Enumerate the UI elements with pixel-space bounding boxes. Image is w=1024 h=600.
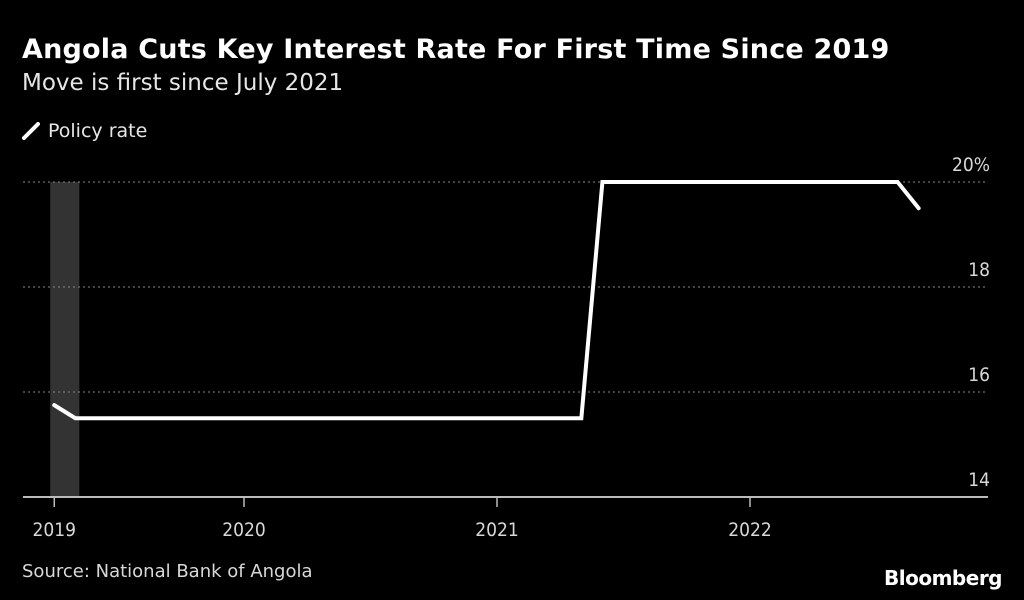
bloomberg-logo: Bloomberg <box>884 566 1002 590</box>
chart-title: Angola Cuts Key Interest Rate For First … <box>22 34 890 65</box>
x-tick-label: 2019 <box>33 519 77 541</box>
y-tick-label: 16 <box>968 364 990 386</box>
series-line-policy-rate <box>52 180 921 421</box>
legend: Policy rate <box>22 120 147 142</box>
chart-subtitle: Move is first since July 2021 <box>22 70 344 96</box>
y-tick-label: 18 <box>968 259 990 281</box>
y-tick-label: 20% <box>952 154 990 176</box>
y-tick-label: 14 <box>968 469 990 491</box>
x-tick-label: 2021 <box>475 519 519 541</box>
shaded-period <box>50 182 80 497</box>
x-tick-label: 2020 <box>222 519 266 541</box>
source-note: Source: National Bank of Angola <box>22 561 313 582</box>
legend-line-icon <box>22 122 40 140</box>
x-tick-label: 2022 <box>728 519 772 541</box>
legend-label: Policy rate <box>48 120 148 142</box>
